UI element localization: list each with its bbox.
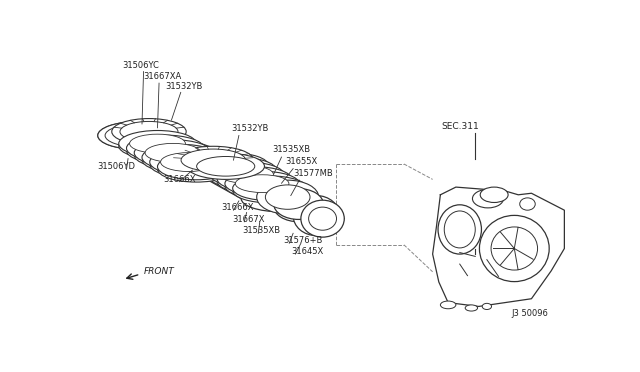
Ellipse shape <box>225 174 300 198</box>
Ellipse shape <box>157 154 235 180</box>
Text: 31535XB: 31535XB <box>243 226 281 235</box>
Ellipse shape <box>444 211 476 248</box>
Ellipse shape <box>479 215 549 282</box>
Ellipse shape <box>217 167 292 191</box>
Ellipse shape <box>438 205 481 254</box>
Ellipse shape <box>187 153 264 179</box>
Ellipse shape <box>98 122 179 150</box>
Ellipse shape <box>233 178 307 203</box>
Ellipse shape <box>161 153 216 171</box>
Ellipse shape <box>112 119 186 145</box>
Ellipse shape <box>482 303 492 310</box>
Ellipse shape <box>119 133 196 159</box>
Ellipse shape <box>220 166 273 183</box>
Text: 31667X: 31667X <box>232 215 264 224</box>
Text: 31506YC: 31506YC <box>123 61 159 70</box>
Ellipse shape <box>98 122 179 150</box>
Ellipse shape <box>145 143 201 162</box>
Ellipse shape <box>293 196 340 235</box>
Text: 31506YD: 31506YD <box>97 163 135 171</box>
Ellipse shape <box>129 134 186 153</box>
Text: FRONT: FRONT <box>143 267 174 276</box>
Ellipse shape <box>266 185 310 209</box>
Ellipse shape <box>274 189 323 219</box>
Text: J3 50096: J3 50096 <box>511 309 548 318</box>
Ellipse shape <box>233 176 307 201</box>
Ellipse shape <box>217 169 292 194</box>
Ellipse shape <box>196 157 255 176</box>
Ellipse shape <box>119 131 196 157</box>
Ellipse shape <box>308 207 337 230</box>
Text: SEC.311: SEC.311 <box>441 122 479 131</box>
Ellipse shape <box>194 155 268 180</box>
Ellipse shape <box>142 144 220 170</box>
Ellipse shape <box>274 191 323 222</box>
Ellipse shape <box>181 149 246 171</box>
Ellipse shape <box>105 124 171 147</box>
Ellipse shape <box>491 227 538 270</box>
Ellipse shape <box>194 153 268 177</box>
Text: 31577MB: 31577MB <box>293 169 333 177</box>
Ellipse shape <box>465 305 477 311</box>
Ellipse shape <box>225 171 300 196</box>
Ellipse shape <box>150 149 227 175</box>
Ellipse shape <box>209 162 284 187</box>
Ellipse shape <box>472 189 504 208</box>
Ellipse shape <box>127 137 204 164</box>
Text: 31532YB: 31532YB <box>165 81 203 90</box>
Ellipse shape <box>134 142 212 168</box>
Ellipse shape <box>120 121 178 142</box>
Ellipse shape <box>236 175 289 192</box>
Ellipse shape <box>134 140 212 166</box>
Text: 31645X: 31645X <box>291 247 323 256</box>
Ellipse shape <box>157 156 235 182</box>
Ellipse shape <box>202 160 276 185</box>
Ellipse shape <box>209 164 284 189</box>
Ellipse shape <box>127 135 204 161</box>
Ellipse shape <box>301 200 344 237</box>
Ellipse shape <box>520 198 535 210</box>
Ellipse shape <box>179 151 257 177</box>
Ellipse shape <box>241 186 319 212</box>
Text: 31532YB: 31532YB <box>231 124 269 133</box>
Text: 31576+B: 31576+B <box>283 236 323 245</box>
Ellipse shape <box>480 187 508 202</box>
Text: 31666X: 31666X <box>164 175 196 184</box>
Text: 31667XA: 31667XA <box>143 72 182 81</box>
Ellipse shape <box>204 156 258 174</box>
Text: 31655X: 31655X <box>285 157 317 166</box>
Ellipse shape <box>150 151 227 177</box>
Ellipse shape <box>178 150 259 178</box>
Ellipse shape <box>173 146 253 174</box>
Ellipse shape <box>142 147 220 173</box>
Ellipse shape <box>202 157 276 182</box>
Ellipse shape <box>440 301 456 309</box>
Text: 31535XB: 31535XB <box>272 145 310 154</box>
Text: 31666X: 31666X <box>221 203 253 212</box>
Ellipse shape <box>257 180 319 214</box>
